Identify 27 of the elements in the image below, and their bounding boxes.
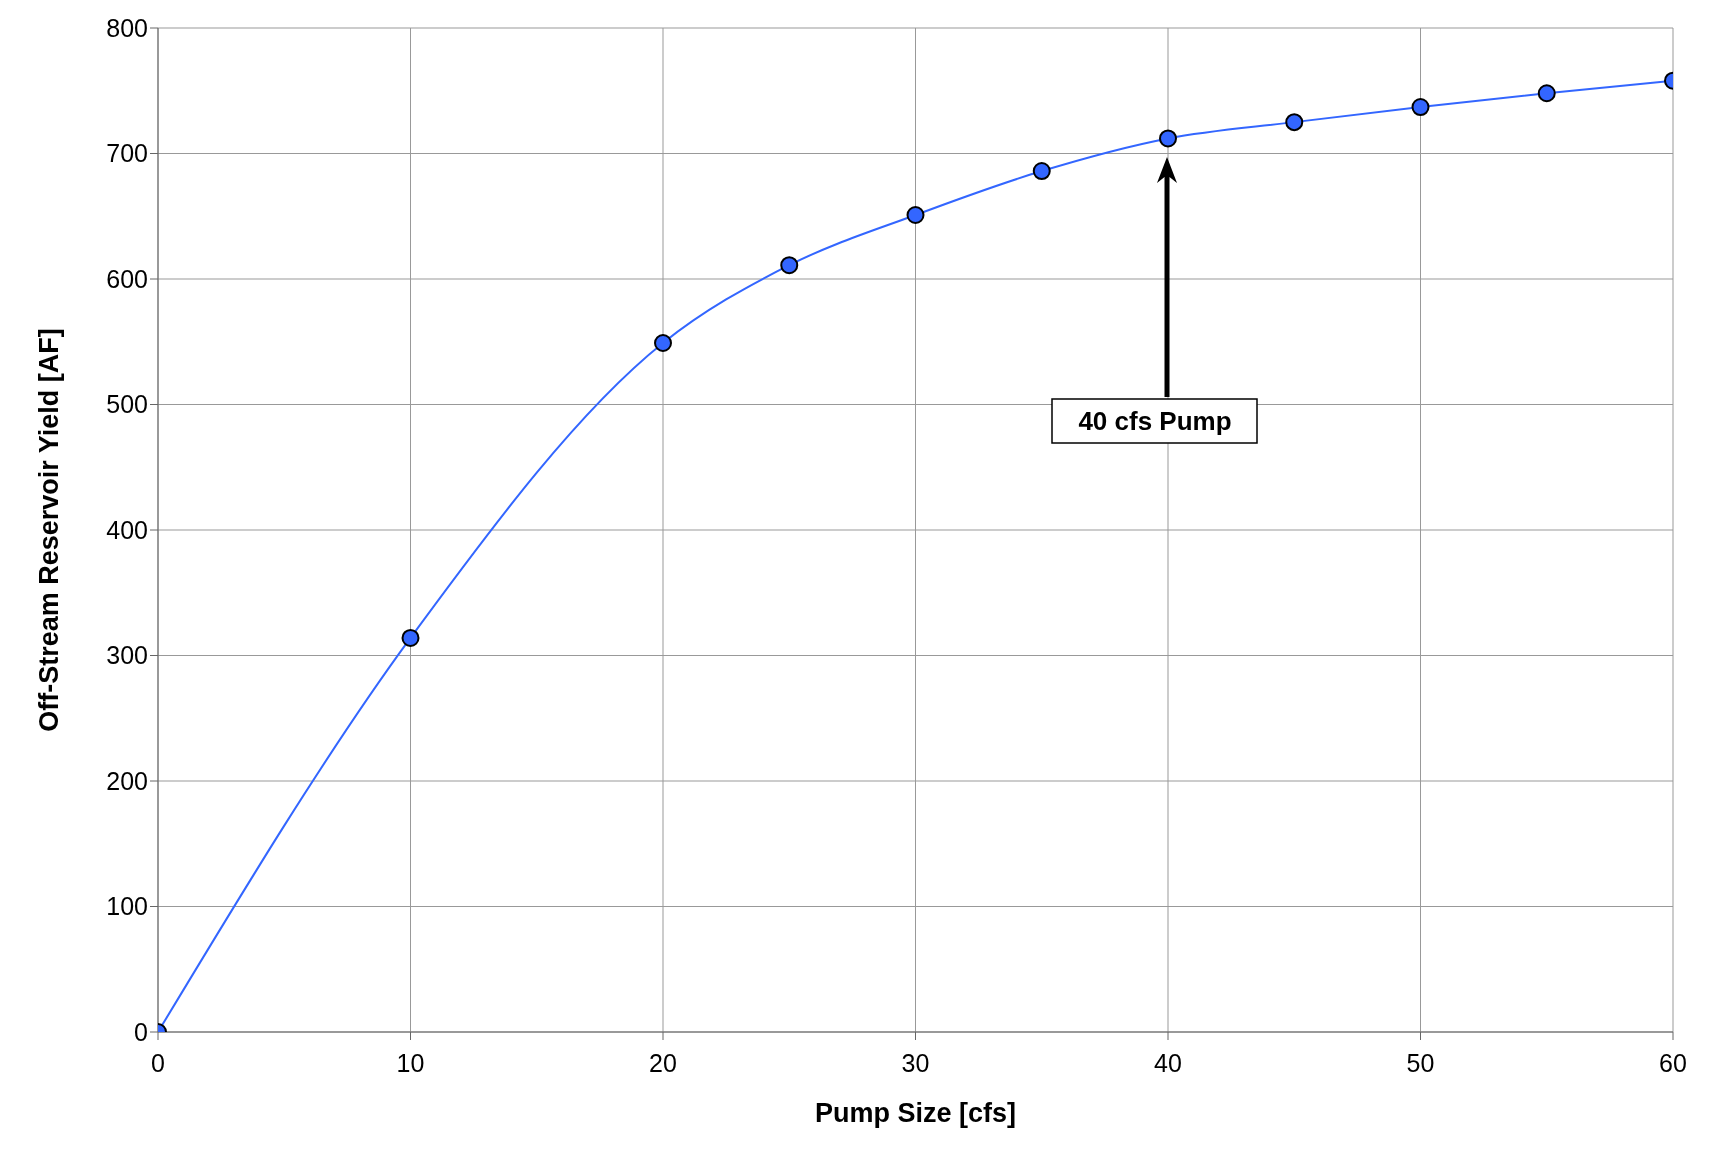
x-tick-label: 50: [1406, 1048, 1435, 1077]
y-tick-label: 600: [106, 264, 148, 293]
point: [1285, 113, 1304, 132]
point: [906, 206, 925, 224]
point: [1159, 129, 1177, 148]
x-tick-label: 30: [901, 1048, 930, 1077]
x-tick-label: 60: [1659, 1048, 1687, 1077]
y-tick-label: 200: [106, 766, 148, 795]
annotation: 40 cfs Pump: [1078, 406, 1232, 436]
x-tick-label: 20: [649, 1048, 677, 1077]
y-tick-label: 800: [106, 13, 148, 42]
point: [1411, 98, 1430, 117]
x-tick-label: 10: [396, 1048, 425, 1077]
y-tick-label: 700: [106, 139, 148, 168]
y-tick-label: 100: [106, 892, 148, 921]
y-tick-label: 400: [106, 515, 148, 544]
point: [401, 628, 420, 647]
point: [1032, 162, 1051, 181]
y-tick-label: 300: [106, 641, 148, 670]
y-tick-label: 0: [134, 1017, 148, 1046]
point: [780, 256, 799, 275]
y-tick-label: 500: [106, 390, 148, 419]
point: [654, 334, 672, 353]
x-axis-title: Pump Size [cfs]: [814, 1098, 1017, 1128]
x-tick-label: 40: [1154, 1048, 1182, 1077]
point: [1537, 84, 1556, 103]
y-axis-title: Off-Stream Reservoir Yield [AF]: [33, 328, 64, 732]
